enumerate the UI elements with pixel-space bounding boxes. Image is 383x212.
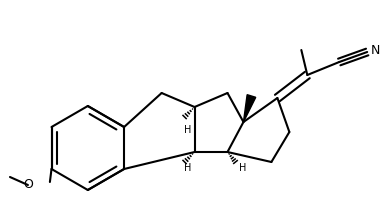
Text: O: O (23, 179, 33, 191)
Text: H: H (239, 163, 246, 173)
Text: N: N (371, 45, 381, 57)
Polygon shape (244, 95, 256, 122)
Text: H: H (184, 163, 191, 173)
Text: H: H (184, 125, 191, 135)
